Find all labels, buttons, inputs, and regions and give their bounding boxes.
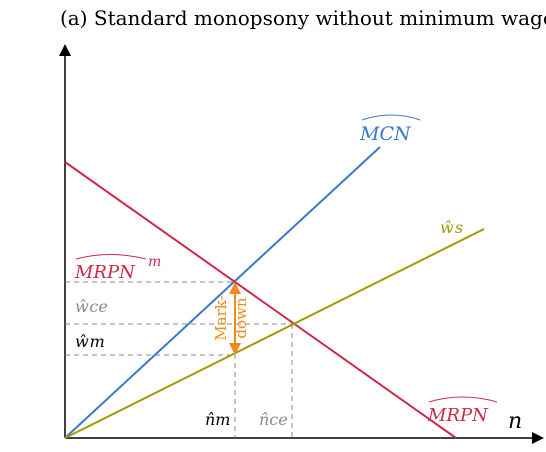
nce-label: n̂ce: [259, 410, 288, 429]
markdown-label-2: down: [232, 297, 250, 338]
ws-line: [64, 228, 485, 439]
figure-title: (a) Standard monopsony without minimum w…: [60, 6, 546, 30]
markdown-label-1: Mark-: [212, 295, 230, 340]
mrpn-m-label: MRPN: [74, 262, 136, 283]
mcn-hat: [361, 114, 421, 121]
markdown-arrowhead-top: [229, 282, 241, 294]
wm-label: ŵm: [75, 332, 105, 351]
mrpn-hat: [428, 396, 498, 403]
mcn-line: [64, 146, 381, 439]
n-axis-label: n: [508, 409, 522, 434]
mcn-label: MCN: [359, 123, 412, 145]
ws-label: ŵs: [440, 218, 463, 237]
markdown-arrowhead-bottom: [229, 343, 241, 355]
mrpn-line: [64, 161, 457, 439]
wce-label: ŵce: [75, 297, 108, 316]
mrpn-m-hat: [75, 254, 147, 260]
mrpn-label: MRPN: [427, 405, 489, 426]
mrpn-m-superscript: m: [148, 254, 161, 270]
nm-label: n̂m: [205, 410, 230, 429]
